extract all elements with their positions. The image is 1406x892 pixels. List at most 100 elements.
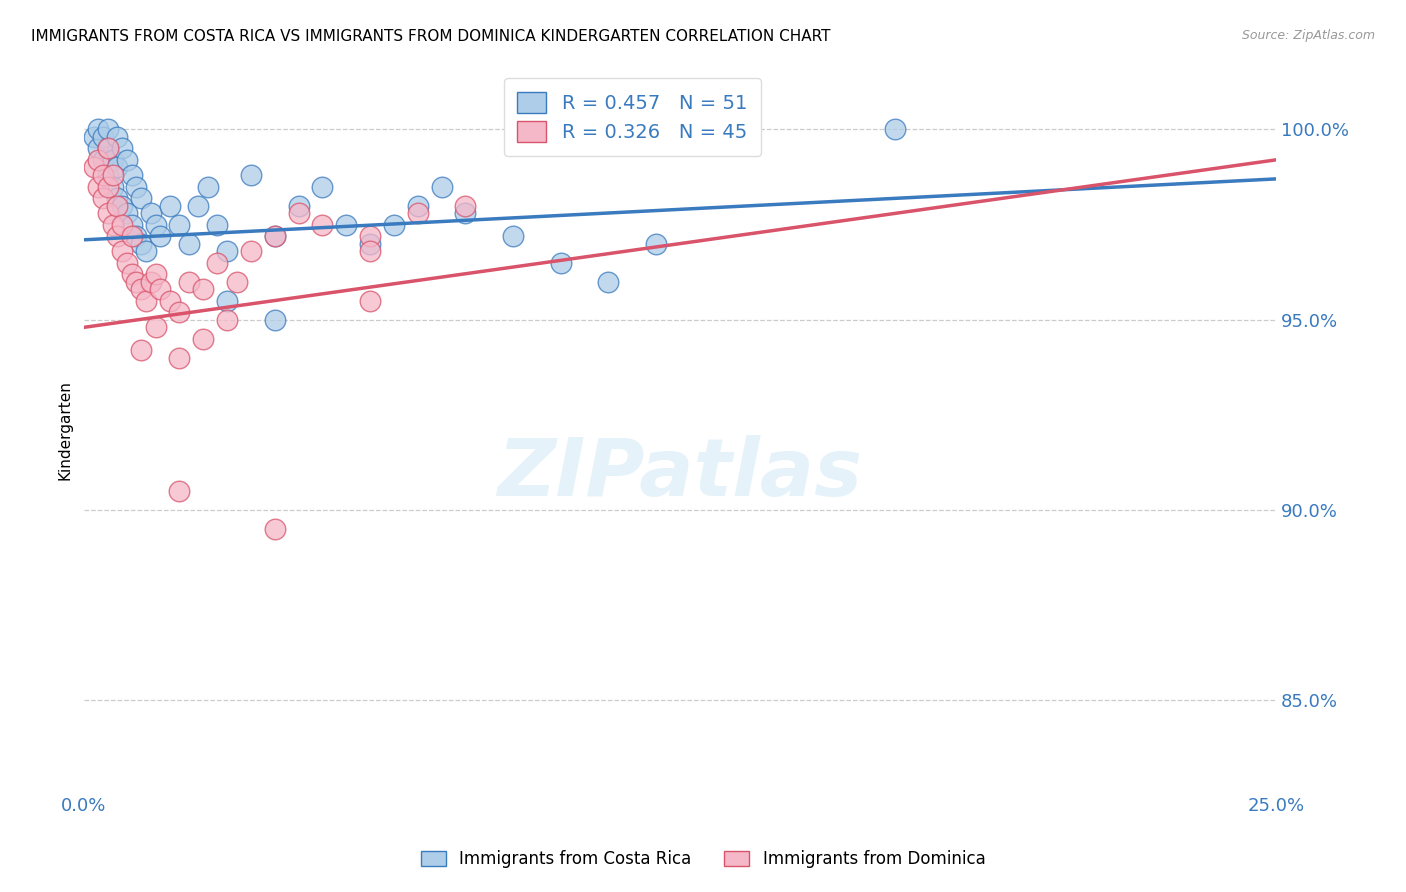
- Point: [169, 305, 191, 319]
- Point: [121, 168, 143, 182]
- Y-axis label: Kindergarten: Kindergarten: [58, 380, 72, 480]
- Point: [145, 267, 167, 281]
- Point: [97, 206, 120, 220]
- Point: [145, 218, 167, 232]
- Point: [359, 293, 381, 308]
- Point: [125, 229, 148, 244]
- Point: [177, 236, 200, 251]
- Point: [454, 198, 477, 212]
- Point: [149, 229, 172, 244]
- Text: Source: ZipAtlas.com: Source: ZipAtlas.com: [1241, 29, 1375, 42]
- Point: [197, 179, 219, 194]
- Point: [169, 351, 191, 365]
- Point: [125, 275, 148, 289]
- Point: [502, 229, 524, 244]
- Point: [91, 168, 114, 182]
- Point: [187, 198, 209, 212]
- Point: [311, 179, 333, 194]
- Point: [111, 198, 134, 212]
- Point: [225, 275, 247, 289]
- Point: [115, 153, 138, 167]
- Point: [169, 483, 191, 498]
- Point: [382, 218, 405, 232]
- Point: [105, 161, 128, 175]
- Point: [97, 141, 120, 155]
- Point: [287, 206, 309, 220]
- Point: [135, 244, 157, 259]
- Point: [115, 255, 138, 269]
- Point: [87, 153, 110, 167]
- Point: [91, 191, 114, 205]
- Point: [121, 218, 143, 232]
- Point: [91, 130, 114, 145]
- Point: [263, 229, 285, 244]
- Point: [121, 267, 143, 281]
- Point: [145, 320, 167, 334]
- Point: [135, 293, 157, 308]
- Point: [359, 229, 381, 244]
- Point: [125, 179, 148, 194]
- Point: [207, 255, 229, 269]
- Legend: Immigrants from Costa Rica, Immigrants from Dominica: Immigrants from Costa Rica, Immigrants f…: [413, 844, 993, 875]
- Point: [239, 244, 262, 259]
- Point: [97, 168, 120, 182]
- Point: [87, 141, 110, 155]
- Point: [97, 122, 120, 136]
- Point: [311, 218, 333, 232]
- Point: [645, 236, 668, 251]
- Point: [359, 236, 381, 251]
- Point: [83, 161, 105, 175]
- Point: [105, 198, 128, 212]
- Text: IMMIGRANTS FROM COSTA RICA VS IMMIGRANTS FROM DOMINICA KINDERGARTEN CORRELATION : IMMIGRANTS FROM COSTA RICA VS IMMIGRANTS…: [31, 29, 831, 44]
- Point: [335, 218, 357, 232]
- Point: [263, 229, 285, 244]
- Text: ZIPatlas: ZIPatlas: [498, 434, 862, 513]
- Point: [91, 153, 114, 167]
- Point: [550, 255, 572, 269]
- Point: [263, 522, 285, 536]
- Point: [883, 122, 905, 136]
- Point: [207, 218, 229, 232]
- Point: [105, 229, 128, 244]
- Point: [263, 312, 285, 326]
- Point: [193, 282, 215, 296]
- Legend: R = 0.457   N = 51, R = 0.326   N = 45: R = 0.457 N = 51, R = 0.326 N = 45: [503, 78, 761, 155]
- Point: [598, 275, 620, 289]
- Point: [169, 218, 191, 232]
- Point: [177, 275, 200, 289]
- Point: [129, 191, 152, 205]
- Point: [149, 282, 172, 296]
- Point: [115, 206, 138, 220]
- Point: [97, 141, 120, 155]
- Point: [129, 236, 152, 251]
- Point: [105, 191, 128, 205]
- Point: [215, 244, 238, 259]
- Point: [111, 218, 134, 232]
- Point: [87, 179, 110, 194]
- Point: [406, 206, 429, 220]
- Point: [101, 179, 124, 194]
- Point: [430, 179, 453, 194]
- Point: [159, 198, 181, 212]
- Point: [139, 275, 162, 289]
- Point: [129, 282, 152, 296]
- Point: [139, 206, 162, 220]
- Point: [129, 343, 152, 358]
- Point: [83, 130, 105, 145]
- Point: [193, 332, 215, 346]
- Point: [454, 206, 477, 220]
- Point: [159, 293, 181, 308]
- Point: [239, 168, 262, 182]
- Point: [215, 293, 238, 308]
- Point: [97, 179, 120, 194]
- Point: [101, 153, 124, 167]
- Point: [101, 218, 124, 232]
- Point: [105, 130, 128, 145]
- Point: [406, 198, 429, 212]
- Point: [287, 198, 309, 212]
- Point: [359, 244, 381, 259]
- Point: [87, 122, 110, 136]
- Point: [101, 168, 124, 182]
- Point: [111, 141, 134, 155]
- Point: [111, 244, 134, 259]
